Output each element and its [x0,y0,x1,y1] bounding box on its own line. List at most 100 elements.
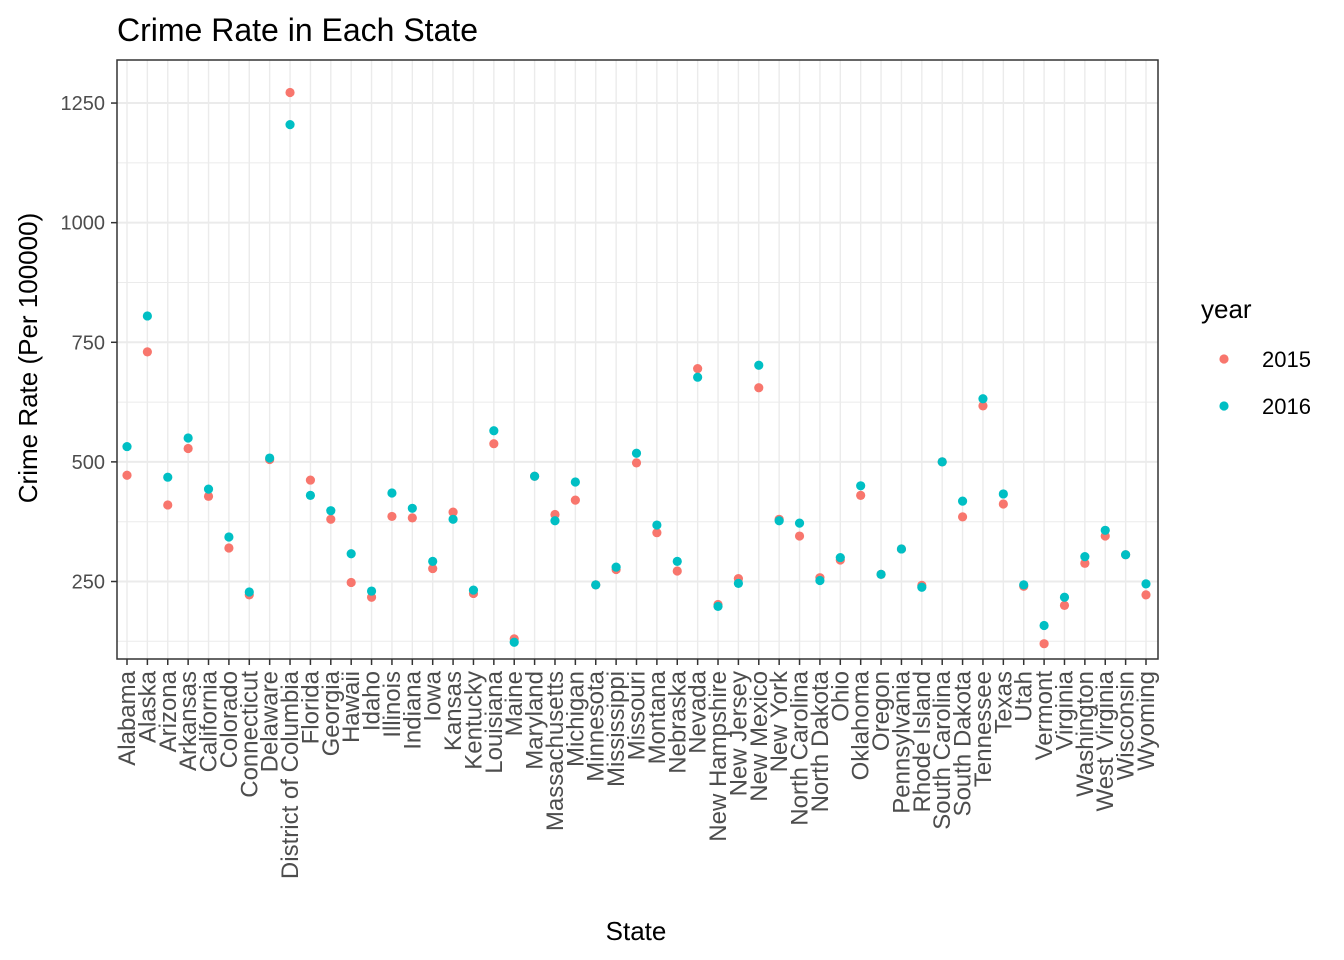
data-point-2015 [978,401,988,411]
data-point-2015 [142,347,152,357]
data-point-2016 [1039,620,1049,631]
data-point-2016 [794,518,805,528]
data-point-2016 [570,477,580,487]
data-point-2016 [611,562,621,572]
data-point-2016 [448,514,458,524]
data-point-2016 [856,481,866,491]
x-tick-label: Nevada [685,670,712,753]
panel-background [117,60,1158,659]
data-point-2015 [672,566,682,576]
legend: year 2015 2016 [1201,294,1311,419]
data-point-2016 [183,433,193,443]
x-tick-label: Maine [501,671,528,736]
y-tick-label: 250 [72,571,105,593]
data-point-2016 [142,311,152,321]
x-tick-label: Connecticut [236,671,263,798]
data-point-2016 [937,457,947,467]
x-tick-label: Mississippi [603,671,630,787]
data-point-2016 [693,372,703,382]
x-tick-label: Illinois [379,671,406,738]
y-tick-label: 1000 [61,213,106,235]
data-point-2016 [1141,579,1151,589]
data-point-2016 [224,532,234,542]
data-point-2016 [998,489,1008,499]
data-points [122,87,1151,649]
x-tick-label: Kansas [440,671,467,751]
legend-label-2015: 2015 [1262,347,1311,372]
data-point-2016 [1100,525,1110,535]
data-point-2016 [122,441,132,452]
data-point-2016 [387,488,397,498]
y-tick-label: 750 [72,332,105,354]
data-point-2015 [326,514,336,524]
data-point-2015 [957,512,968,522]
x-tick-label: Louisiana [481,670,508,773]
x-tick-label: Pennsylvania [888,670,915,813]
data-point-2016 [896,544,907,554]
x-tick-label: Vermont [1031,671,1058,761]
x-tick-label: Wisconsin [1113,671,1140,780]
x-tick-label: Indiana [399,670,426,749]
data-point-2016 [163,472,173,482]
x-tick-label: Georgia [318,670,345,756]
x-tick-label: New Mexico [746,671,773,802]
x-tick-label: Minnesota [583,670,610,781]
legend-key-2015 [1219,354,1229,364]
data-point-2016 [978,394,988,404]
x-tick-label: Virginia [1051,670,1078,750]
plot-panel [116,59,1159,660]
x-tick-label: Iowa [420,670,447,721]
x-tick-label: Ohio [827,671,854,722]
x-tick-label: Oregon [868,671,895,751]
data-point-2015 [631,458,642,468]
x-tick-label: Missouri [624,671,651,760]
x-tick-label: Montana [644,670,671,764]
data-point-2016 [326,506,336,516]
data-point-2016 [550,516,560,526]
data-point-2015 [1080,558,1090,568]
data-point-2015 [387,511,397,522]
data-point-2016 [203,484,214,494]
data-point-2015 [693,363,703,374]
x-tick-label: Colorado [216,671,243,768]
x-tick-label: Florida [297,670,324,744]
x-tick-label: Hawaii [338,671,365,743]
data-point-2015 [794,531,805,541]
data-point-2015 [1059,600,1070,611]
y-tick-label: 1250 [61,93,106,115]
data-point-2016 [652,520,662,530]
data-point-2015 [570,495,580,505]
data-point-2015 [998,499,1008,509]
data-point-2015 [1141,590,1151,600]
x-tick-label: Washington [1072,671,1099,797]
y-axis-title: Crime Rate (Per 100000) [13,213,43,503]
data-point-2016 [591,580,601,590]
data-point-2015 [754,383,764,393]
data-point-2016 [815,575,825,586]
x-tick-label: Utah [1011,671,1038,722]
data-point-2016 [407,503,417,513]
data-point-2015 [428,563,438,574]
data-point-2016 [265,453,275,463]
data-point-2016 [509,637,519,647]
data-point-2016 [346,549,356,559]
x-tick-label: Idaho [359,671,386,731]
data-point-2015 [652,528,662,538]
x-tick-label: New Jersey [725,671,752,796]
x-tick-label: Tennessee [970,671,997,787]
x-tick-label: District of Columbia [277,670,304,879]
chart-title: Crime Rate in Each State [117,12,478,48]
data-point-2016 [468,585,479,595]
data-point-2015 [203,491,214,501]
data-point-2016 [428,556,438,566]
data-point-2015 [224,543,234,553]
x-tick-label: Arkansas [175,671,202,771]
data-point-2016 [285,119,295,130]
data-point-2016 [305,490,316,500]
data-point-2016 [957,496,968,506]
data-point-2016 [733,578,744,589]
data-point-2016 [672,556,682,566]
x-tick-label: South Dakota [950,670,977,816]
x-axis: AlabamaAlaskaArizonaArkansasCaliforniaCo… [114,659,1160,879]
